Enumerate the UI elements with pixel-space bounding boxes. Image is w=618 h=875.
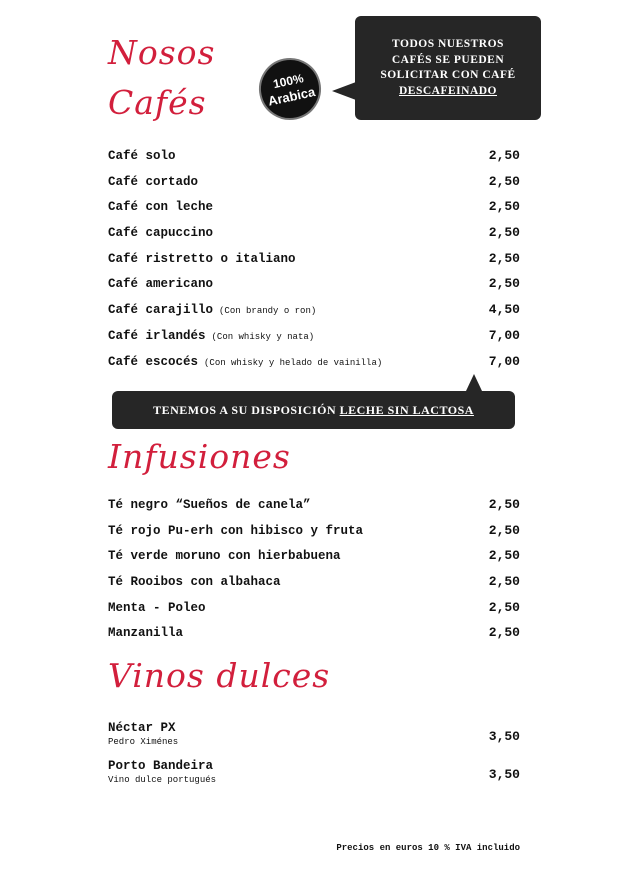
- item-price: 2,50: [488, 625, 520, 641]
- item-label: Café escocés: [108, 354, 199, 369]
- item-price: 2,50: [488, 574, 520, 590]
- item-label: Café capuccino: [108, 226, 214, 241]
- item-label: Café irlandés: [108, 328, 206, 343]
- item-price: 2,50: [488, 522, 520, 538]
- wine-description: Pedro Ximénes: [108, 737, 179, 747]
- item-label: Café con leche: [108, 200, 214, 215]
- item-price: 2,50: [488, 225, 520, 241]
- wine-price: 3,50: [488, 767, 520, 782]
- infusiones-title: Infusiones: [108, 437, 291, 476]
- wine-description: Vino dulce portugués: [108, 775, 217, 785]
- vinos-list: Néctar PX Pedro Ximénes 3,50 Porto Bandeira…: [108, 721, 520, 797]
- menu-item: Té negro “Sueños de canela” 2,50: [108, 496, 520, 522]
- wine-item: Porto Bandeira Vino dulce portugués 3,50: [108, 759, 520, 797]
- item-price: 2,50: [488, 199, 520, 215]
- item-note: (Con brandy o ron): [219, 306, 317, 317]
- item-name: Café capuccino: [108, 226, 213, 240]
- item-price: 2,50: [488, 276, 520, 292]
- infusiones-list: Té negro “Sueños de canela” 2,50 Té rojo P…: [108, 496, 520, 650]
- menu-item: Café americano 2,50: [108, 275, 520, 301]
- lactose-underlined: LECHE SIN LACTOSA: [339, 403, 474, 417]
- notice-line: SOLICITAR CON CAFÉ: [380, 69, 516, 81]
- item-name: Té negro “Sueños de canela”: [108, 498, 311, 512]
- item-note: (Con whisky y nata): [211, 331, 315, 342]
- cafes-title-line1: Nosos: [108, 33, 216, 72]
- item-price: 2,50: [488, 173, 520, 189]
- item-price: 4,50: [488, 302, 520, 318]
- item-label: Café americano: [108, 277, 214, 292]
- item-price: 2,50: [488, 497, 520, 512]
- item-name: Té Rooibos con albahaca: [108, 575, 281, 590]
- menu-item: Manzanilla 2,50: [108, 624, 520, 650]
- menu-item: Café carajillo (Con brandy o ron) 4,50: [108, 301, 520, 327]
- wine-name: Néctar PX: [108, 721, 176, 735]
- item-name: Té verde moruno con hierbabuena: [108, 549, 341, 564]
- item-name: Café carajillo (Con brandy o ron): [108, 303, 316, 318]
- cafes-title-line2: Cafés: [108, 83, 207, 122]
- item-label: Café cortado: [108, 174, 199, 189]
- menu-item: Café capuccino 2,50: [108, 224, 520, 250]
- menu-item: Café irlandés (Con whisky y nata) 7,00: [108, 327, 520, 353]
- notice-decaf: DESCAFEINADO: [398, 84, 497, 97]
- item-label: Café ristretto o italiano: [108, 251, 296, 266]
- bubble-pointer-up: [466, 374, 482, 391]
- item-name: Café cortado: [108, 175, 198, 189]
- menu-item: Té verde moruno con hierbabuena 2,50: [108, 547, 520, 573]
- vinos-title: Vinos dulces: [108, 656, 331, 695]
- menu-item: Café cortado 2,50: [108, 173, 520, 199]
- item-name: Café americano: [108, 277, 213, 291]
- lactose-text: TENEMOS A SU DISPOSICIÓN: [153, 403, 340, 417]
- bubble-pointer-left: [332, 82, 356, 100]
- item-price: 7,00: [488, 353, 520, 369]
- wine-item: Néctar PX Pedro Ximénes 3,50: [108, 721, 520, 759]
- menu-item: Café solo 2,50: [108, 147, 520, 173]
- menu-item: Café ristretto o italiano 2,50: [108, 250, 520, 276]
- item-price: 7,00: [488, 327, 520, 343]
- item-name: Café ristretto o italiano: [108, 252, 296, 266]
- item-note: (Con whisky y helado de vainilla): [204, 357, 383, 368]
- menu-item: Menta - Poleo 2,50: [108, 599, 520, 625]
- item-price: 2,50: [488, 148, 520, 163]
- notice-line: TODOS NUESTROS: [392, 38, 504, 50]
- item-name: Café con leche: [108, 200, 213, 214]
- item-name: Café escocés (Con whisky y helado de vain…: [108, 355, 382, 370]
- notice-line: CAFÉS SE PUEDEN: [391, 53, 505, 66]
- menu-item: Café escocés (Con whisky y helado de vain…: [108, 353, 520, 379]
- item-name: Café solo: [108, 149, 176, 163]
- decaf-notice: TODOS NUESTROS CAFÉS SE PUEDEN SOLICITAR…: [355, 16, 541, 120]
- item-name: Menta - Poleo: [108, 600, 206, 615]
- item-name: Manzanilla: [108, 626, 184, 641]
- wine-price: 3,50: [488, 729, 520, 744]
- menu-item: Té Rooibos con albahaca 2,50: [108, 573, 520, 599]
- cafes-list: Café solo 2,50 Café cortado 2,50 Café con le…: [108, 147, 520, 378]
- item-price: 2,50: [488, 548, 520, 564]
- item-label: Café carajillo: [108, 303, 214, 318]
- item-name: Té rojo Pu-erh con hibisco y fruta: [108, 523, 364, 538]
- item-price: 2,50: [488, 250, 520, 266]
- menu-item: Café con leche 2,50: [108, 198, 520, 224]
- footer-note: Precios en euros 10 % IVA incluido: [336, 843, 520, 853]
- menu-item: Té rojo Pu-erh con hibisco y fruta 2,50: [108, 522, 520, 548]
- arabica-badge: 100% Arabica: [253, 52, 327, 126]
- item-label: Café solo: [108, 149, 176, 163]
- lactose-notice: TENEMOS A SU DISPOSICIÓN LECHE SIN LACTO…: [112, 391, 515, 429]
- wine-name: Porto Bandeira: [108, 759, 214, 773]
- item-name: Café irlandés (Con whisky y nata): [108, 329, 314, 344]
- item-price: 2,50: [488, 599, 520, 615]
